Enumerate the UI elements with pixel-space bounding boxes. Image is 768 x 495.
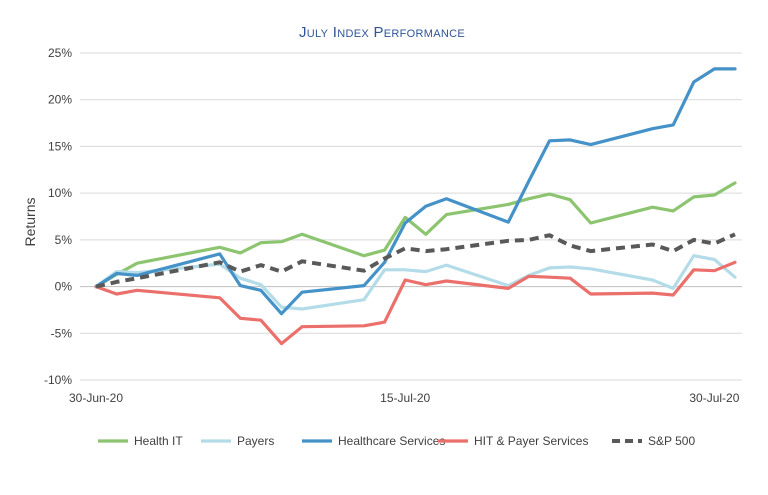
x-tick-label: 15-Jul-20 [380, 391, 430, 405]
y-tick-label: 25% [48, 46, 72, 60]
x-tick-label: 30-Jun-20 [69, 391, 123, 405]
y-tick-label: 15% [48, 139, 72, 153]
series-line-health-it [94, 181, 737, 289]
y-tick-label: 20% [48, 93, 72, 107]
legend: Health IT Payers Healthcare Services HIT & … [98, 434, 695, 448]
y-tick-labels: -10% -5% 0% 5% 10% 15% 20% 25% [44, 46, 72, 387]
gridlines [80, 52, 742, 381]
legend-label: S&P 500 [648, 434, 695, 448]
y-tick-label: -5% [51, 326, 73, 340]
series-line-s-p-500 [95, 232, 736, 289]
series-line-hit-payer-services [94, 260, 737, 346]
legend-label: Healthcare Services [338, 434, 445, 448]
series-line-healthcare-services [94, 67, 737, 316]
chart-title: July Index Performance [299, 24, 465, 41]
y-tick-label: 0% [55, 280, 73, 294]
legend-label: Health IT [134, 434, 183, 448]
y-axis-label: Returns [22, 197, 38, 246]
legend-label: HIT & Payer Services [474, 434, 588, 448]
y-tick-label: 5% [55, 233, 73, 247]
y-tick-label: -10% [44, 373, 72, 387]
x-tick-label: 30-Jul-20 [689, 391, 739, 405]
y-tick-label: 10% [48, 186, 72, 200]
series-lines [94, 67, 737, 346]
legend-label: Payers [237, 434, 274, 448]
x-tick-labels: 30-Jun-20 15-Jul-20 30-Jul-20 [69, 391, 740, 405]
